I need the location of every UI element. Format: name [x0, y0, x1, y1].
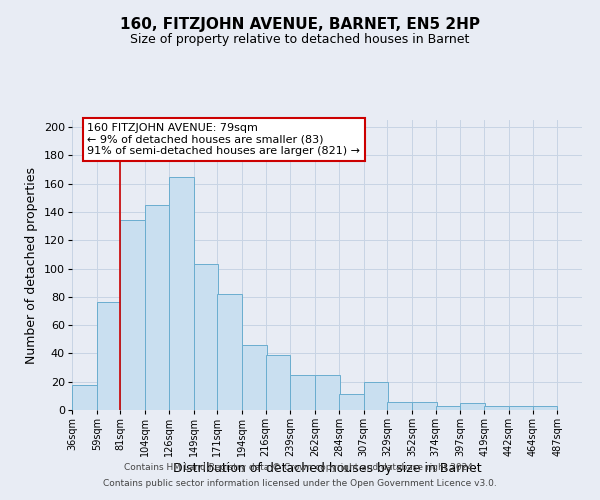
Y-axis label: Number of detached properties: Number of detached properties	[25, 166, 38, 364]
Bar	[315, 374, 340, 410]
Text: 160 FITZJOHN AVENUE: 79sqm
← 9% of detached houses are smaller (83)
91% of semi-: 160 FITZJOHN AVENUE: 79sqm ← 9% of detac…	[88, 123, 360, 156]
Bar	[509, 406, 533, 410]
Bar	[145, 205, 170, 410]
Text: Contains HM Land Registry data © Crown copyright and database right 2024.: Contains HM Land Registry data © Crown c…	[124, 464, 476, 472]
Bar	[242, 345, 267, 410]
Bar	[169, 176, 194, 410]
Bar	[460, 403, 485, 410]
Bar	[364, 382, 388, 410]
Text: Contains public sector information licensed under the Open Government Licence v3: Contains public sector information licen…	[103, 478, 497, 488]
Text: Size of property relative to detached houses in Barnet: Size of property relative to detached ho…	[130, 32, 470, 46]
Bar	[387, 402, 412, 410]
Bar	[72, 384, 97, 410]
Bar	[533, 406, 557, 410]
Bar	[484, 406, 509, 410]
Bar	[290, 374, 315, 410]
Text: 160, FITZJOHN AVENUE, BARNET, EN5 2HP: 160, FITZJOHN AVENUE, BARNET, EN5 2HP	[120, 18, 480, 32]
Bar	[266, 355, 290, 410]
Bar	[194, 264, 218, 410]
Bar	[412, 402, 437, 410]
Bar	[339, 394, 364, 410]
Bar	[121, 220, 145, 410]
Bar	[217, 294, 242, 410]
Bar	[97, 302, 121, 410]
Bar	[436, 406, 460, 410]
X-axis label: Distribution of detached houses by size in Barnet: Distribution of detached houses by size …	[173, 462, 481, 475]
